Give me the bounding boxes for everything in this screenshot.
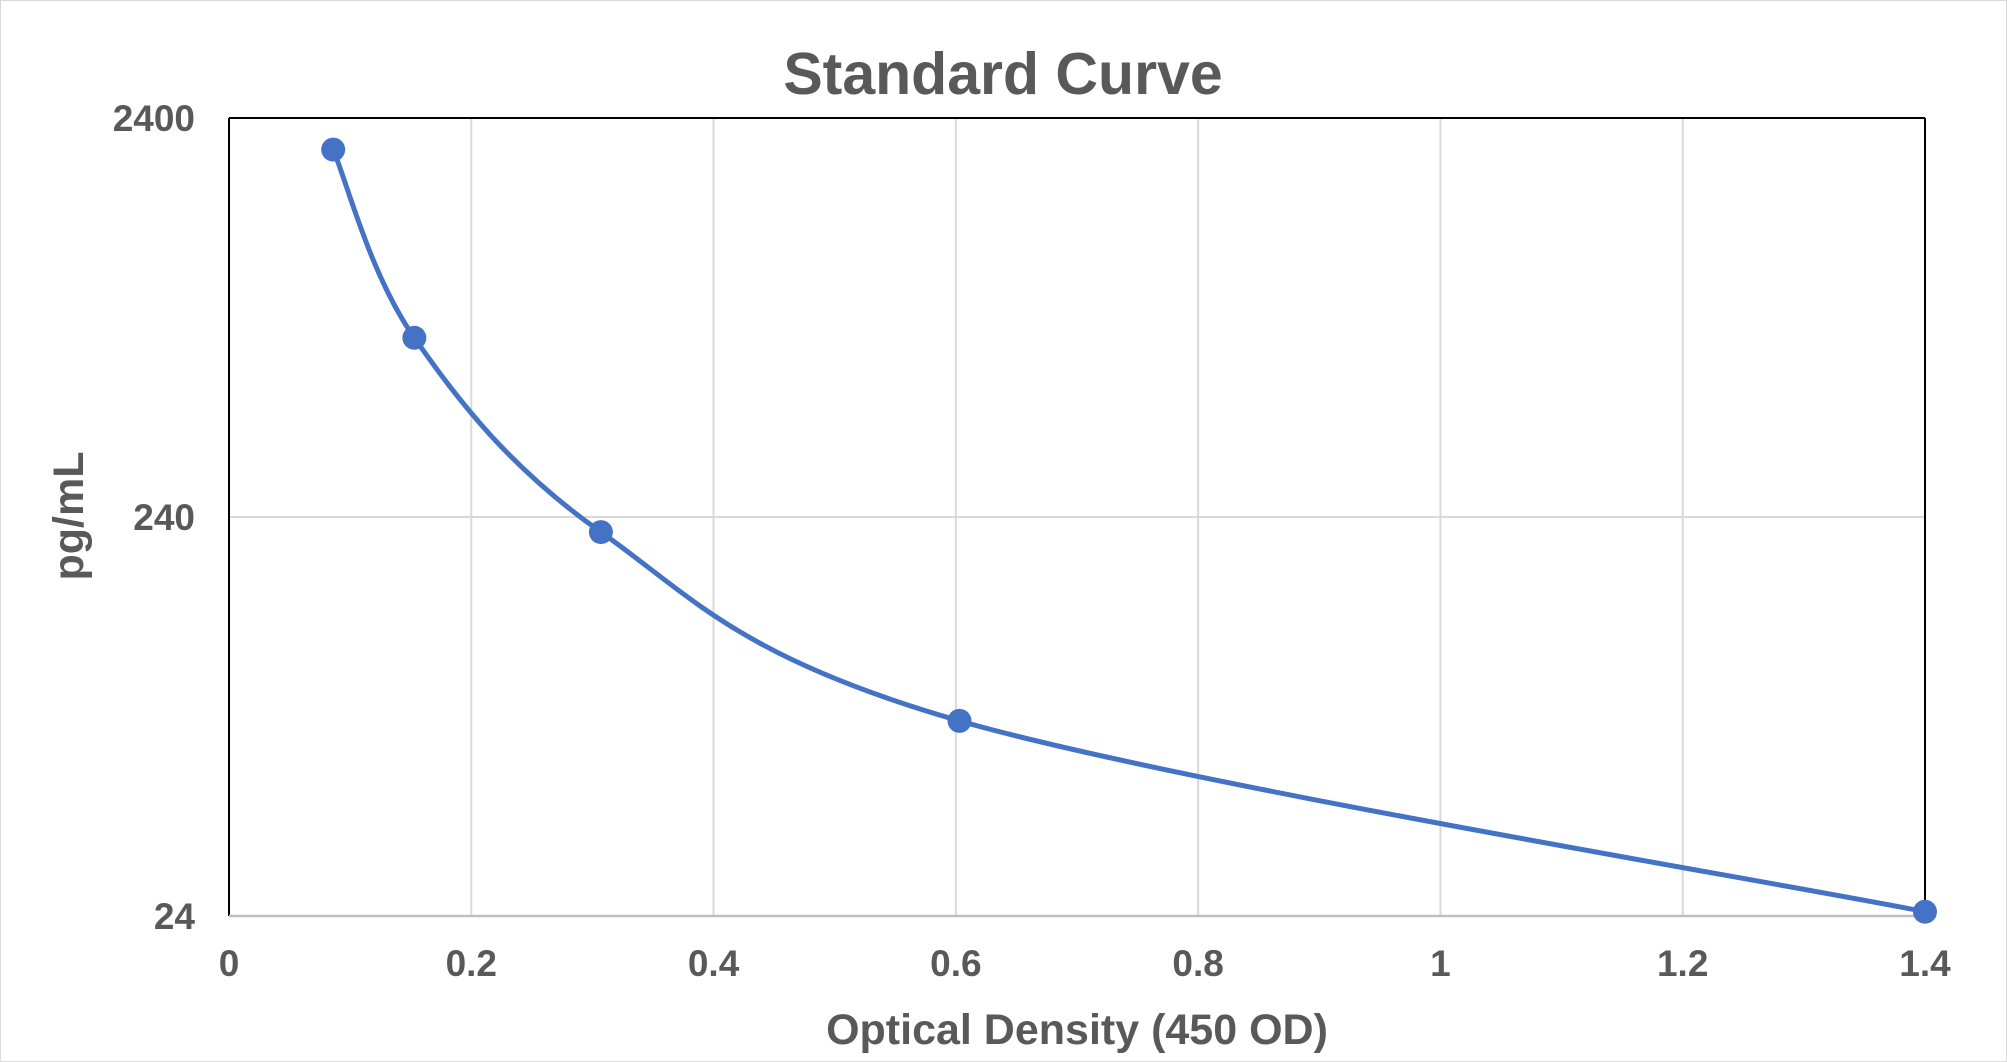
x-tick-label: 1.4 [1899, 943, 1951, 984]
gridlines [229, 118, 1925, 916]
y-tick-label: 24 [154, 896, 196, 937]
x-tick-label: 1.2 [1657, 943, 1708, 984]
data-point [1913, 899, 1937, 924]
plot-axes [228, 117, 1926, 918]
y-tick-label: 2400 [113, 98, 195, 139]
x-tick-label: 0.4 [688, 943, 740, 984]
data-series [321, 137, 1937, 924]
chart-title: Standard Curve [783, 41, 1222, 107]
data-point [947, 708, 972, 733]
y-tick-label: 240 [133, 497, 195, 538]
data-point [321, 137, 346, 162]
x-tick-label: 0.2 [446, 943, 497, 984]
y-axis-title: pg/mL [45, 452, 93, 581]
x-tick-label: 1 [1430, 943, 1451, 984]
x-tick-label: 0.6 [930, 943, 981, 984]
x-axis-tick-labels: 0 0.2 0.4 0.6 0.8 1 1.2 1.4 [219, 943, 1951, 984]
x-axis-title: Optical Density (450 OD) [826, 1006, 1328, 1054]
x-tick-label: 0 [219, 943, 240, 984]
data-point [402, 325, 427, 350]
series-line [330, 147, 1928, 915]
x-tick-label: 0.8 [1172, 943, 1223, 984]
y-axis-tick-labels: 24 240 2400 [113, 98, 196, 937]
data-point [588, 520, 613, 545]
